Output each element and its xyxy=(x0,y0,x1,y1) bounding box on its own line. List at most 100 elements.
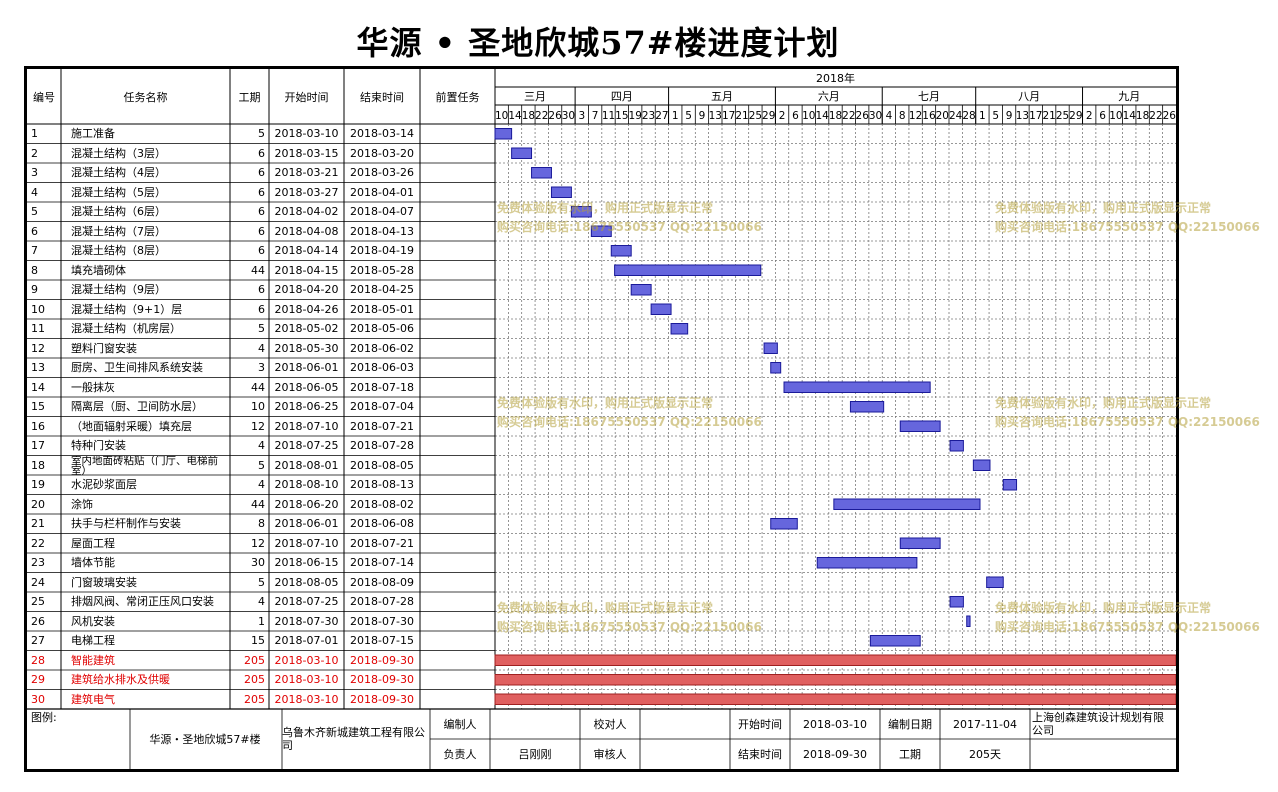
task-id: 28 xyxy=(31,653,45,667)
task-name: 混凝土结构（6层） xyxy=(71,205,166,218)
month-label: 七月 xyxy=(918,90,940,103)
header-name: 任务名称 xyxy=(123,90,168,104)
day-tick-label: 10 xyxy=(1109,110,1122,122)
task-name: （地面辐射采暖）填充层 xyxy=(71,419,192,433)
critical-bar xyxy=(494,693,1176,705)
footer-designer-text: 上海创森建筑设计规划有限公司 xyxy=(1032,711,1164,737)
header-end: 结束时间 xyxy=(360,90,404,104)
task-id: 13 xyxy=(31,361,45,374)
watermark: 免费体验版有水印，购用正式版显示正常 购买咨询电话:18675550537 QQ:… xyxy=(497,394,762,432)
day-tick-label: 6 xyxy=(792,110,799,122)
task-id: 5 xyxy=(31,205,38,218)
day-tick-label: 18 xyxy=(522,110,535,122)
task-bar xyxy=(899,537,941,549)
task-name: 建筑电气 xyxy=(71,692,115,706)
task-end: 2018-07-21 xyxy=(350,536,414,550)
task-duration: 5 xyxy=(258,322,265,335)
task-duration: 8 xyxy=(258,517,265,530)
task-end: 2018-04-25 xyxy=(350,283,414,296)
task-end: 2018-04-07 xyxy=(350,205,414,218)
header-duration: 工期 xyxy=(238,90,261,104)
task-duration: 3 xyxy=(258,361,265,374)
task-duration: 44 xyxy=(251,380,265,394)
task-start: 2018-06-20 xyxy=(274,497,339,511)
day-tick-label: 15 xyxy=(615,110,628,122)
task-start: 2018-03-10 xyxy=(274,653,339,667)
task-end: 2018-03-14 xyxy=(350,127,414,140)
task-duration: 5 xyxy=(258,575,265,589)
legend-label: 图例: xyxy=(31,711,57,724)
task-id: 22 xyxy=(31,536,45,550)
day-tick-label: 21 xyxy=(735,110,748,122)
task-name: 墙体节能 xyxy=(71,556,115,569)
task-bar xyxy=(986,576,1004,588)
auditor-value xyxy=(640,739,730,769)
task-duration: 30 xyxy=(251,556,265,569)
task-duration: 1 xyxy=(258,614,265,628)
task-end: 2018-06-08 xyxy=(350,517,414,530)
watermark: 免费体验版有水印，购用正式版显示正常 购买咨询电话:18675550537 QQ:… xyxy=(497,599,762,637)
task-duration: 4 xyxy=(258,478,265,491)
day-tick-label: 11 xyxy=(602,110,615,122)
task-id: 1 xyxy=(31,127,38,140)
day-tick-label: 22 xyxy=(1149,110,1162,122)
reviewer-label: 校对人 xyxy=(593,718,627,731)
task-name: 塑料门窗安装 xyxy=(71,341,137,355)
month-label: 九月 xyxy=(1118,90,1140,103)
day-tick-label: 22 xyxy=(535,110,548,122)
task-id: 26 xyxy=(31,614,45,628)
day-tick-label: 23 xyxy=(642,110,655,122)
day-tick-label: 5 xyxy=(992,110,999,122)
task-start: 2018-03-10 xyxy=(274,127,339,140)
day-tick-label: 21 xyxy=(1042,110,1055,122)
compile-date-value: 2017-11-04 xyxy=(953,717,1017,731)
day-tick-label: 29 xyxy=(1069,110,1082,122)
task-id: 3 xyxy=(31,166,38,179)
task-id: 7 xyxy=(31,244,38,257)
schedule-frame: 编号 任务名称 工期 开始时间 结束时间 前置任务 1 施工准备 5 2018-03-… xyxy=(24,66,1260,772)
start-value: 2018-03-10 xyxy=(803,717,867,731)
task-id: 10 xyxy=(31,302,45,316)
task-end: 2018-07-21 xyxy=(350,419,414,433)
task-bar xyxy=(783,381,931,393)
task-start: 2018-04-26 xyxy=(274,302,339,316)
task-name: 隔离层（厨、卫间防水层） xyxy=(71,400,203,413)
task-bar xyxy=(614,264,762,276)
task-name: 混凝土结构（5层） xyxy=(71,185,166,199)
task-id: 27 xyxy=(31,634,45,647)
day-tick-label: 4 xyxy=(886,110,893,122)
day-tick-label: 1 xyxy=(979,110,986,122)
task-bar xyxy=(763,342,778,354)
start-label: 开始时间 xyxy=(738,718,782,731)
day-tick-label: 28 xyxy=(962,110,975,122)
day-tick-label: 10 xyxy=(495,110,508,122)
day-tick-label: 30 xyxy=(869,110,882,122)
month-label: 三月 xyxy=(524,90,546,103)
task-duration: 4 xyxy=(258,341,265,355)
task-name: 风机安装 xyxy=(71,614,115,628)
task-bar xyxy=(494,128,513,140)
task-end: 2018-08-09 xyxy=(350,575,414,589)
task-duration: 205 xyxy=(244,692,265,706)
reviewer-value xyxy=(640,709,730,739)
day-tick-label: 12 xyxy=(909,110,922,122)
task-end: 2018-07-28 xyxy=(350,595,414,608)
day-tick-label: 5 xyxy=(685,110,692,122)
task-duration: 6 xyxy=(258,302,265,316)
end-value: 2018-09-30 xyxy=(803,747,867,761)
task-bar xyxy=(650,303,672,315)
task-id: 16 xyxy=(31,419,45,433)
task-bar xyxy=(816,557,918,569)
task-start: 2018-05-02 xyxy=(274,322,339,335)
task-start: 2018-06-05 xyxy=(274,380,339,394)
task-name: 填充墙砌体 xyxy=(71,263,126,277)
task-start: 2018-07-25 xyxy=(274,439,339,452)
task-start: 2018-04-15 xyxy=(274,263,339,277)
task-bar xyxy=(511,147,533,159)
day-tick-label: 30 xyxy=(562,110,575,122)
task-id: 2 xyxy=(31,146,38,160)
task-end: 2018-05-28 xyxy=(350,263,414,277)
month-label: 四月 xyxy=(611,90,633,103)
task-end: 2018-09-30 xyxy=(350,692,414,706)
task-id: 23 xyxy=(31,556,45,569)
